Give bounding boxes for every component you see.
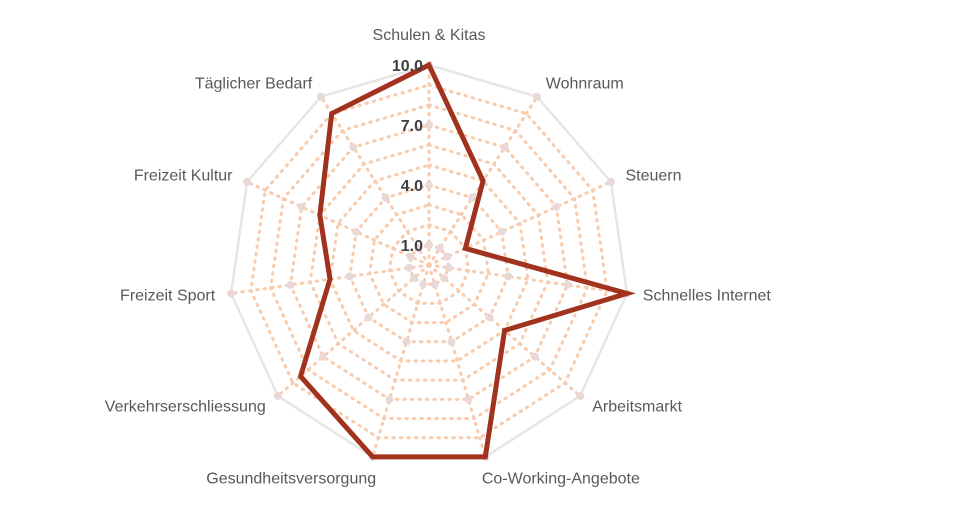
gridline-level-4 xyxy=(348,183,510,344)
tick-marker xyxy=(444,263,453,272)
tick-marker xyxy=(414,244,423,253)
tick-marker xyxy=(606,177,615,186)
tick-marker xyxy=(497,227,506,236)
spoke-line xyxy=(427,180,613,267)
tick-marker xyxy=(425,181,433,189)
tick-marker xyxy=(345,272,354,281)
gridline-level-5 xyxy=(328,163,530,363)
tick-marker xyxy=(227,289,236,298)
tick-label: 1.0 xyxy=(401,238,423,255)
tick-marker xyxy=(563,280,572,289)
tick-label: 10.0 xyxy=(392,58,423,75)
tick-marker xyxy=(425,121,433,129)
tick-label: 4.0 xyxy=(401,178,423,195)
series-layer xyxy=(297,61,636,460)
tick-marker xyxy=(435,244,444,253)
tick-marker xyxy=(533,92,542,101)
category-label: Täglicher Bedarf xyxy=(195,75,313,92)
tick-label: 7.0 xyxy=(401,118,423,135)
gridline-level-7 xyxy=(288,123,570,401)
category-label: Schnelles Internet xyxy=(643,288,772,305)
tick-marker xyxy=(273,391,282,400)
tick-marker xyxy=(447,337,456,346)
category-label: Co-Working-Angebote xyxy=(482,470,640,487)
tick-marker xyxy=(430,280,439,289)
tick-marker xyxy=(405,263,414,272)
category-label: Freizeit Sport xyxy=(120,288,216,305)
tick-marker xyxy=(297,202,306,211)
category-label: Verkehrserschliessung xyxy=(105,398,266,415)
category-label: Schulen & Kitas xyxy=(373,27,486,44)
tick-marker xyxy=(319,352,328,361)
category-label: Freizeit Kultur xyxy=(134,167,233,184)
tick-marker xyxy=(464,395,473,404)
tick-marker xyxy=(409,274,418,283)
tick-marker xyxy=(419,280,428,289)
tick-marker xyxy=(443,252,452,261)
tick-marker xyxy=(316,92,325,101)
tick-marker xyxy=(243,177,252,186)
gridline-level-1 xyxy=(407,243,451,286)
tick-marker xyxy=(286,280,295,289)
category-label: Wohnraum xyxy=(546,75,624,92)
tick-marker xyxy=(440,274,449,283)
tick-marker xyxy=(425,241,433,249)
tick-marker xyxy=(468,193,477,202)
gridline-level-3 xyxy=(368,203,490,325)
tick-marker xyxy=(406,252,415,261)
tick-marker xyxy=(349,143,358,152)
series-line xyxy=(297,61,636,460)
tick-marker xyxy=(402,337,411,346)
tick-marker xyxy=(530,352,539,361)
spoke-line xyxy=(427,263,629,295)
tick-marker xyxy=(552,202,561,211)
category-label: Arbeitsmarkt xyxy=(592,398,682,415)
tick-marker xyxy=(381,193,390,202)
spoke-line xyxy=(371,263,431,459)
gridline-level-8 xyxy=(269,103,589,421)
spoke-line xyxy=(319,95,431,267)
tick-marker xyxy=(504,272,513,281)
spoke-line xyxy=(245,180,431,267)
spoke-line xyxy=(427,263,487,459)
tick-marker xyxy=(352,227,361,236)
category-label: Gesundheitsversorgung xyxy=(206,470,376,487)
category-label: Steuern xyxy=(625,167,681,184)
gridline-level-9 xyxy=(249,83,609,440)
tick-marker xyxy=(500,143,509,152)
tick-marker xyxy=(576,391,585,400)
tick-marker xyxy=(385,395,394,404)
label-layer: Schulen & Kitas Wohnraum Steuern Schnelles … xyxy=(105,27,772,487)
tick-marker xyxy=(485,313,494,322)
tick-layer: 1.0 4.0 7.0 10.0 xyxy=(392,58,423,255)
tick-marker xyxy=(364,313,373,322)
